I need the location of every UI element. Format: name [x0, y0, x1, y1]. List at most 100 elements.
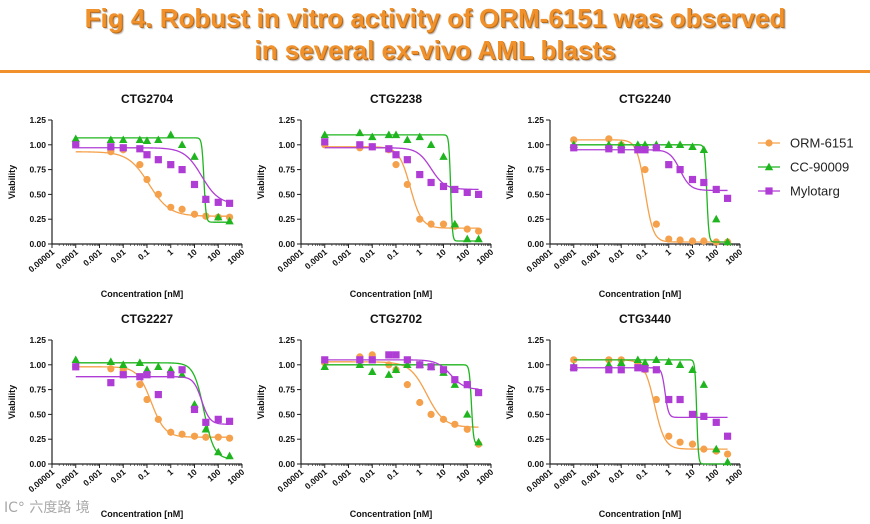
x-tick-label: 1000: [225, 467, 246, 487]
x-tick-label: 0.1: [136, 247, 152, 262]
data-point-cc-90009: [166, 130, 175, 139]
data-point-mylotarg: [688, 410, 697, 418]
legend-marker-cc-90009: [764, 162, 774, 171]
data-point-mylotarg: [136, 145, 144, 153]
data-point-orm-6151: [416, 398, 424, 407]
data-point-mylotarg: [143, 371, 151, 379]
data-point-mylotarg: [427, 363, 435, 371]
x-tick-label: 1: [663, 247, 673, 258]
y-tick-label: 1.25: [527, 115, 544, 125]
data-point-orm-6151: [178, 205, 186, 213]
data-point-cc-90009: [712, 444, 721, 453]
x-tick-label: 0.1: [634, 467, 650, 482]
x-tick-label: 0.01: [357, 467, 376, 485]
data-point-cc-90009: [142, 136, 152, 145]
y-tick-label: 0.00: [29, 239, 46, 249]
data-point-orm-6151: [107, 365, 115, 373]
data-point-orm-6151: [143, 175, 151, 184]
data-point-mylotarg: [368, 143, 376, 151]
data-point-orm-6151: [688, 237, 697, 245]
data-point-mylotarg: [119, 371, 127, 379]
legend-label: CC-90009: [790, 160, 849, 175]
data-point-cc-90009: [106, 357, 116, 366]
data-point-cc-90009: [633, 355, 643, 364]
y-tick-label: 0.25: [527, 434, 544, 444]
data-point-mylotarg: [723, 194, 732, 202]
data-point-mylotarg: [451, 185, 459, 194]
data-point-cc-90009: [214, 447, 223, 456]
data-point-cc-90009: [368, 367, 377, 375]
x-tick-label: 1: [414, 247, 424, 258]
x-tick-label: 100: [205, 467, 223, 484]
data-point-orm-6151: [463, 225, 471, 233]
data-point-orm-6151: [202, 433, 210, 441]
data-point-cc-90009: [688, 142, 697, 150]
data-point-mylotarg: [439, 182, 448, 191]
data-point-orm-6151: [665, 235, 673, 243]
data-point-mylotarg: [136, 373, 144, 381]
data-point-orm-6151: [392, 161, 400, 169]
data-point-orm-6151: [178, 430, 186, 438]
y-tick-label: 0.00: [527, 239, 544, 249]
data-point-orm-6151: [416, 215, 424, 223]
x-axis-label: Concentration [nM]: [350, 509, 433, 519]
data-point-mylotarg: [570, 144, 578, 152]
chart-panel-ctg2227: CTG22270.000.250.500.751.001.250.000010.…: [7, 312, 246, 519]
y-tick-label: 0.25: [29, 214, 46, 224]
data-point-cc-90009: [403, 360, 412, 368]
x-tick-label: 0.001: [81, 247, 104, 269]
x-tick-label: 0.001: [330, 467, 353, 489]
data-point-mylotarg: [385, 351, 393, 359]
x-tick-label: 10: [683, 247, 697, 261]
fit-curve-mylotarg: [324, 147, 479, 191]
data-point-mylotarg: [119, 144, 127, 152]
data-point-mylotarg: [368, 356, 376, 364]
chart-title: CTG3440: [619, 312, 671, 326]
y-tick-label: 0.50: [29, 189, 46, 199]
x-tick-label: 0.1: [385, 467, 401, 482]
x-tick-label: 1: [414, 467, 424, 478]
data-point-mylotarg: [321, 356, 329, 364]
chart-panel-ctg3440: CTG34400.000.250.500.751.001.250.000010.…: [505, 312, 744, 519]
data-point-orm-6151: [652, 220, 660, 228]
data-point-mylotarg: [72, 363, 80, 371]
x-tick-label: 10: [434, 247, 448, 261]
data-point-mylotarg: [463, 381, 471, 389]
data-point-cc-90009: [640, 140, 650, 148]
x-tick-label: 100: [454, 247, 472, 264]
data-point-cc-90009: [154, 362, 163, 370]
data-point-cc-90009: [225, 451, 234, 460]
chart-panel-ctg2238: CTG22380.000.250.500.751.001.250.000010.…: [256, 92, 495, 299]
data-point-orm-6151: [570, 136, 578, 144]
y-tick-label: 0.25: [278, 214, 295, 224]
x-tick-label: 1: [165, 467, 175, 478]
data-point-orm-6151: [167, 428, 175, 436]
y-tick-label: 1.25: [29, 115, 46, 125]
data-point-cc-90009: [450, 219, 460, 228]
x-tick-label: 10: [185, 467, 199, 481]
data-point-cc-90009: [699, 380, 709, 388]
data-point-orm-6151: [605, 135, 613, 143]
y-axis-label: Viability: [7, 165, 17, 199]
x-tick-label: 0.1: [385, 247, 401, 262]
data-point-mylotarg: [688, 175, 697, 184]
y-tick-label: 0.25: [278, 434, 295, 444]
data-point-mylotarg: [641, 146, 649, 154]
x-tick-label: 10: [683, 467, 697, 481]
x-tick-label: 1: [663, 467, 673, 478]
fit-curve-cc-90009: [573, 359, 728, 465]
data-point-orm-6151: [403, 180, 411, 189]
title-underline: [0, 70, 870, 73]
data-point-orm-6151: [439, 220, 448, 228]
data-point-mylotarg: [72, 141, 80, 149]
data-point-mylotarg: [451, 376, 459, 384]
legend: ORM-6151 CC-90009 Mylotarg: [758, 136, 854, 199]
x-tick-label: 1000: [723, 247, 744, 267]
y-tick-label: 0.00: [278, 459, 295, 469]
x-tick-label: 100: [454, 467, 472, 484]
data-point-cc-90009: [384, 370, 394, 378]
x-tick-label: 0.0001: [552, 467, 579, 492]
y-axis-label: Viability: [505, 165, 515, 199]
fit-curve-cc-90009: [324, 364, 479, 445]
data-point-mylotarg: [723, 432, 732, 440]
